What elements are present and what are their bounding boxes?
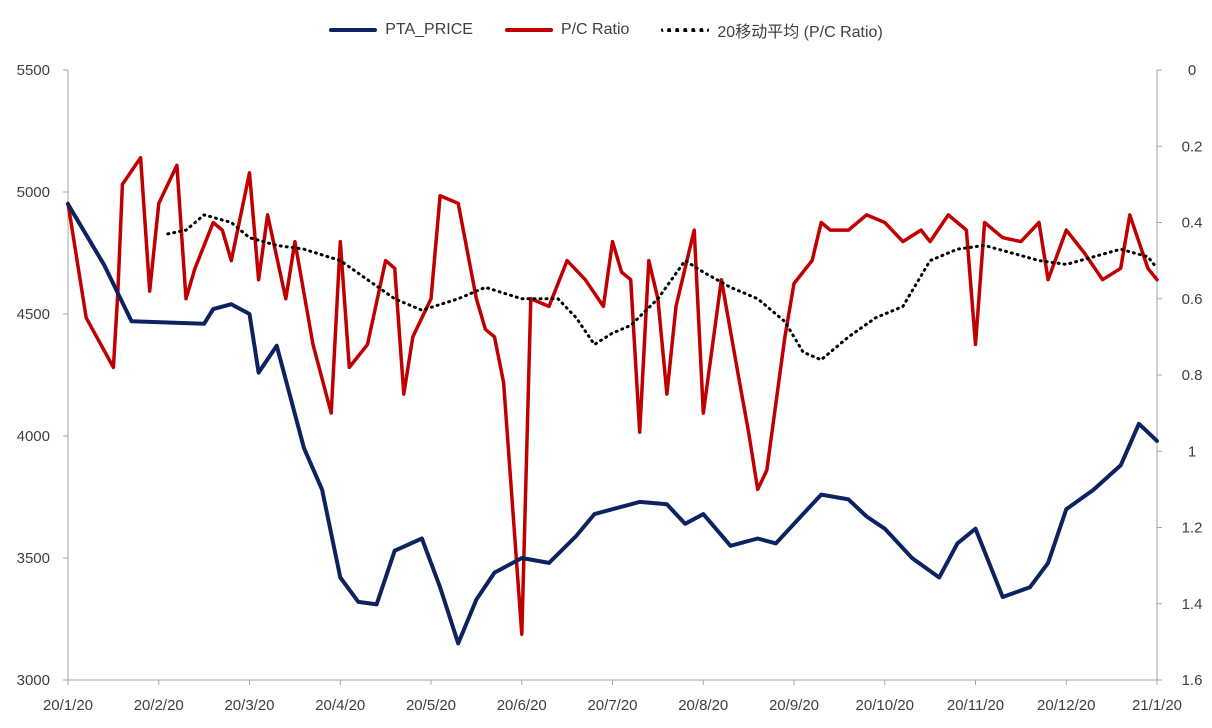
legend-swatch-pta-price [329, 28, 378, 32]
y-right-tick-label: 0 [1188, 62, 1196, 79]
y-right-tick-label: 0.8 [1182, 367, 1203, 384]
series-line-pc-ratio [66, 155, 1159, 637]
y-right-tick-label: 0.4 [1182, 215, 1203, 232]
legend: PTA_PRICE P/C Ratio 20移动平均 (P/C Ratio) [0, 18, 1212, 42]
legend-swatch-pc-ratio [504, 28, 553, 32]
legend-item-pta-price: PTA_PRICE [329, 18, 473, 42]
x-tick-label: 20/11/20 [947, 697, 1004, 714]
x-tick-label: 20/10/20 [856, 697, 914, 714]
x-tick-label: 20/3/20 [224, 697, 274, 714]
series-line-moving-average [166, 213, 1159, 362]
x-tick-label: 20/5/20 [406, 697, 456, 714]
x-tick-label: 20/8/20 [678, 697, 728, 714]
tick-labels: 20/1/20 20/2/20 20/3/20 20/4/20 20/5/20 20/6/… [17, 62, 1203, 714]
axes [63, 69, 1162, 685]
y-right-tick-label: 1.2 [1182, 520, 1203, 537]
y-left-tick-label: 3000 [17, 672, 50, 689]
legend-label-moving-average: 20移动平均 (P/C Ratio) [717, 24, 883, 41]
x-tick-label: 20/1/20 [43, 697, 93, 714]
y-right-tick-label: 1.4 [1182, 596, 1203, 613]
y-left-tick-label: 3500 [17, 550, 50, 567]
x-tick-label: 20/12/20 [1037, 697, 1095, 714]
legend-item-moving-average: 20移动平均 (P/C Ratio) [661, 18, 883, 42]
x-tick-label: 20/2/20 [134, 697, 184, 714]
x-tick-label: 20/6/20 [497, 697, 547, 714]
series-layer [66, 155, 1159, 646]
series-line-pta-price [66, 202, 1159, 646]
legend-label-pc-ratio: P/C Ratio [560, 21, 630, 38]
y-left-tick-label: 4000 [17, 428, 50, 445]
legend-item-pc-ratio: P/C Ratio [504, 18, 630, 42]
y-right-tick-label: 1.6 [1182, 672, 1203, 689]
x-tick-label: 20/4/20 [315, 697, 365, 714]
y-right-tick-label: 1 [1188, 443, 1196, 460]
y-right-tick-label: 0.2 [1182, 138, 1203, 155]
x-tick-label: 20/9/20 [769, 697, 819, 714]
y-left-tick-label: 5500 [17, 62, 50, 79]
x-tick-label: 20/7/20 [587, 697, 637, 714]
legend-label-pta-price: PTA_PRICE [385, 21, 473, 38]
y-left-tick-label: 4500 [17, 306, 50, 323]
legend-swatch-moving-average [661, 28, 710, 32]
y-right-tick-label: 0.6 [1182, 291, 1203, 308]
x-tick-label: 21/1/20 [1132, 697, 1182, 714]
y-left-tick-label: 5000 [17, 184, 50, 201]
